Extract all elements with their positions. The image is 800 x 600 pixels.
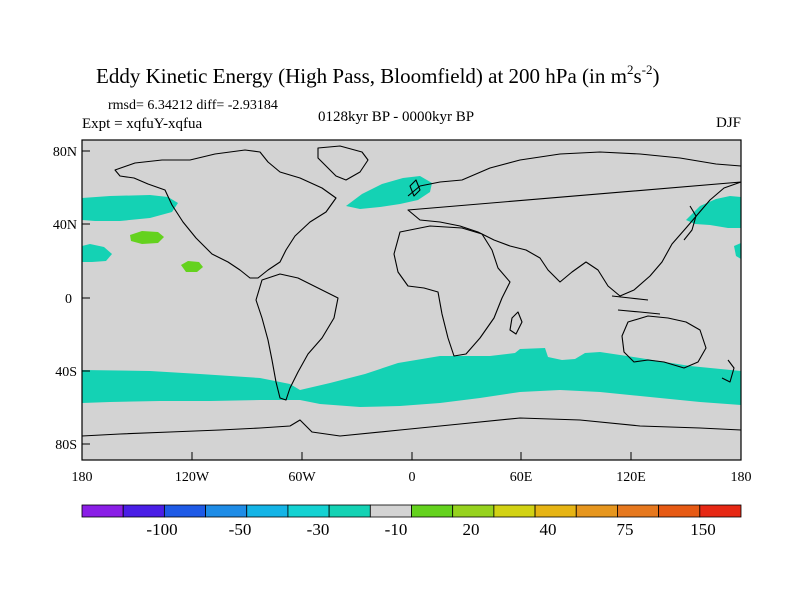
- lat-label-80n: 80N: [53, 145, 77, 160]
- colorbar-box: [163, 504, 206, 518]
- period-label: 0128kyr BP - 0000kyr BP: [318, 109, 474, 125]
- lat-label-40n: 40N: [53, 218, 77, 233]
- colorbar-box: [575, 504, 618, 518]
- lon-label-120w: 120W: [175, 470, 210, 485]
- coast-north-america: [114, 149, 337, 279]
- positive-patch-2: [181, 261, 203, 272]
- colorbar-label-20: 20: [463, 520, 480, 539]
- experiment-label: Expt = xqfuY-xqfua: [82, 116, 202, 132]
- north-pacific-east-band: [686, 196, 741, 228]
- lon-labels: 180 120W 60W 0 60E 120E 180: [72, 470, 752, 485]
- colorbar-box: [246, 504, 289, 518]
- colorbar-box: [328, 504, 371, 518]
- coast-new-zealand: [721, 359, 735, 383]
- colorbar: -100 -50 -30 -10 20 40 75 150: [81, 504, 742, 539]
- coast-madagascar: [509, 311, 523, 335]
- colorbar-box: [81, 504, 124, 518]
- stats-text: rmsd= 6.34212 diff= -2.93184: [108, 98, 278, 113]
- lon-label-60e: 60E: [510, 470, 533, 485]
- lon-label-180w: 180: [72, 470, 93, 485]
- subtropical-pacific-patch: [82, 244, 112, 262]
- title-sup-2: 2: [627, 62, 634, 77]
- colorbar-box: [369, 504, 412, 518]
- title: Eddy Kinetic Energy (High Pass, Bloomfie…: [96, 62, 660, 88]
- colorbar-label-minus10: -10: [385, 520, 408, 539]
- colorbar-label-40: 40: [540, 520, 557, 539]
- lat-label-0: 0: [65, 292, 72, 307]
- coastlines: [81, 145, 742, 437]
- coast-uk: [409, 179, 421, 197]
- lat-ticks: [82, 150, 90, 445]
- colorbar-box: [287, 504, 330, 518]
- colorbar-label-150: 150: [690, 520, 716, 539]
- colorbar-box: [617, 504, 660, 518]
- colorbar-box: [534, 504, 577, 518]
- coast-antarctica: [81, 417, 742, 437]
- coast-south-america: [255, 273, 339, 401]
- title-close: ): [653, 64, 660, 88]
- north-pacific-west-band: [82, 195, 178, 221]
- coast-japan: [683, 205, 697, 241]
- positive-anomaly-regions: [130, 231, 203, 272]
- colorbar-box: [699, 504, 742, 518]
- map-panel: 80N 40N 0 40S 80S 180 120W 60W 0 60E 120…: [53, 139, 752, 485]
- colorbar-label-75: 75: [617, 520, 634, 539]
- lon-label-120e: 120E: [616, 470, 646, 485]
- negative-anomaly-regions: [82, 176, 741, 407]
- north-atlantic-band: [346, 176, 432, 209]
- title-sup-minus2: -2: [642, 62, 653, 77]
- title-s: s: [633, 64, 641, 88]
- lat-labels: 80N 40N 0 40S 80S: [53, 145, 77, 453]
- title-main: Eddy Kinetic Energy (High Pass, Bloomfie…: [96, 64, 627, 88]
- colorbar-boxes: [81, 504, 742, 518]
- subtropical-pacific-patch-east: [734, 243, 741, 259]
- lat-label-40s: 40S: [55, 365, 77, 380]
- lon-label-180e: 180: [731, 470, 752, 485]
- season-label: DJF: [716, 115, 741, 131]
- colorbar-box: [205, 504, 248, 518]
- lat-label-80s: 80S: [55, 438, 77, 453]
- colorbar-box: [658, 504, 701, 518]
- colorbar-box: [411, 504, 454, 518]
- colorbar-labels: -100 -50 -30 -10 20 40 75 150: [146, 520, 715, 539]
- colorbar-box: [493, 504, 536, 518]
- coast-eurasia: [407, 151, 742, 297]
- southern-ocean-band: [82, 348, 741, 407]
- positive-patch-1: [130, 231, 164, 244]
- colorbar-box: [452, 504, 495, 518]
- coast-africa: [393, 225, 511, 357]
- colorbar-box: [122, 504, 165, 518]
- colorbar-label-minus30: -30: [307, 520, 330, 539]
- colorbar-label-minus50: -50: [229, 520, 252, 539]
- coast-australia: [621, 315, 707, 369]
- lon-label-0: 0: [409, 470, 416, 485]
- colorbar-label-minus100: -100: [146, 520, 177, 539]
- coast-indonesia: [611, 295, 661, 315]
- coast-greenland: [317, 145, 369, 181]
- lon-label-60w: 60W: [288, 470, 316, 485]
- lon-ticks: [81, 452, 742, 460]
